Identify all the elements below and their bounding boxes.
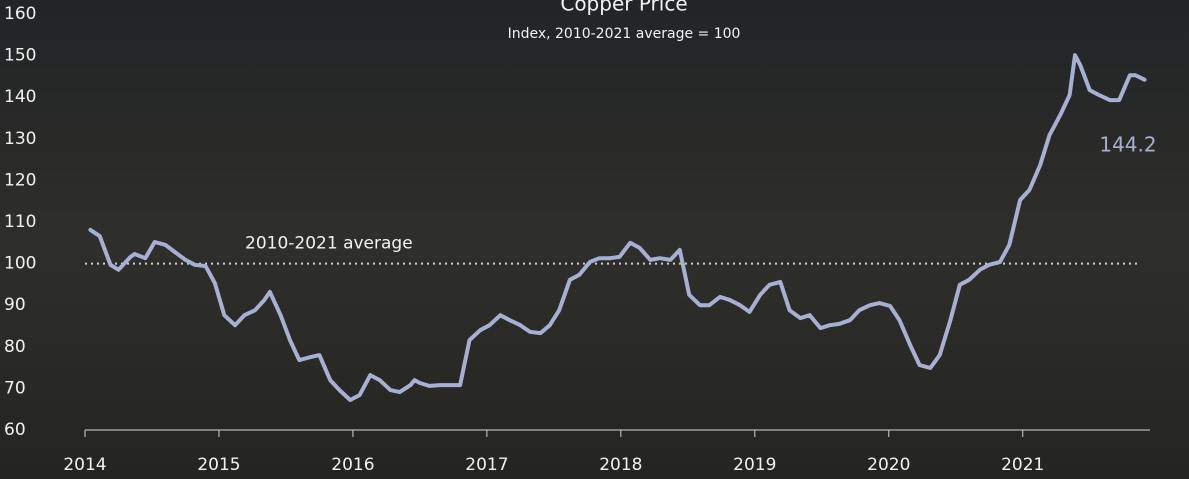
x-tick-label: 2019 [733, 455, 776, 475]
y-tick-label: 150 [4, 46, 36, 66]
y-tick-label: 60 [4, 420, 26, 440]
y-tick-label: 110 [4, 212, 36, 232]
x-tick-label: 2020 [867, 455, 910, 475]
x-tick-label: 2017 [465, 455, 508, 475]
y-tick-label: 90 [4, 295, 26, 315]
x-tick-label: 2014 [63, 455, 106, 475]
chart-title: Copper Price [560, 0, 687, 16]
y-tick-label: 130 [4, 129, 36, 149]
y-tick-label: 70 [4, 378, 26, 398]
x-tick-label: 2021 [1001, 455, 1044, 475]
x-tick-label: 2018 [599, 455, 642, 475]
chart-subtitle: Index, 2010-2021 average = 100 [508, 26, 741, 42]
end-value-label: 144.2 [1099, 133, 1156, 157]
x-tick-label: 2015 [197, 455, 240, 475]
x-tick-label: 2016 [331, 455, 374, 475]
chart: Copper Price Index, 2010-2021 average = … [0, 0, 1189, 479]
y-tick-label: 160 [4, 4, 36, 24]
reference-label: 2010-2021 average [245, 234, 413, 254]
y-tick-label: 80 [4, 337, 26, 357]
y-tick-label: 140 [4, 87, 36, 107]
y-tick-label: 120 [4, 170, 36, 190]
y-tick-label: 100 [4, 254, 36, 274]
page: {"chart_data": {"type": "line", "title":… [0, 0, 1189, 479]
